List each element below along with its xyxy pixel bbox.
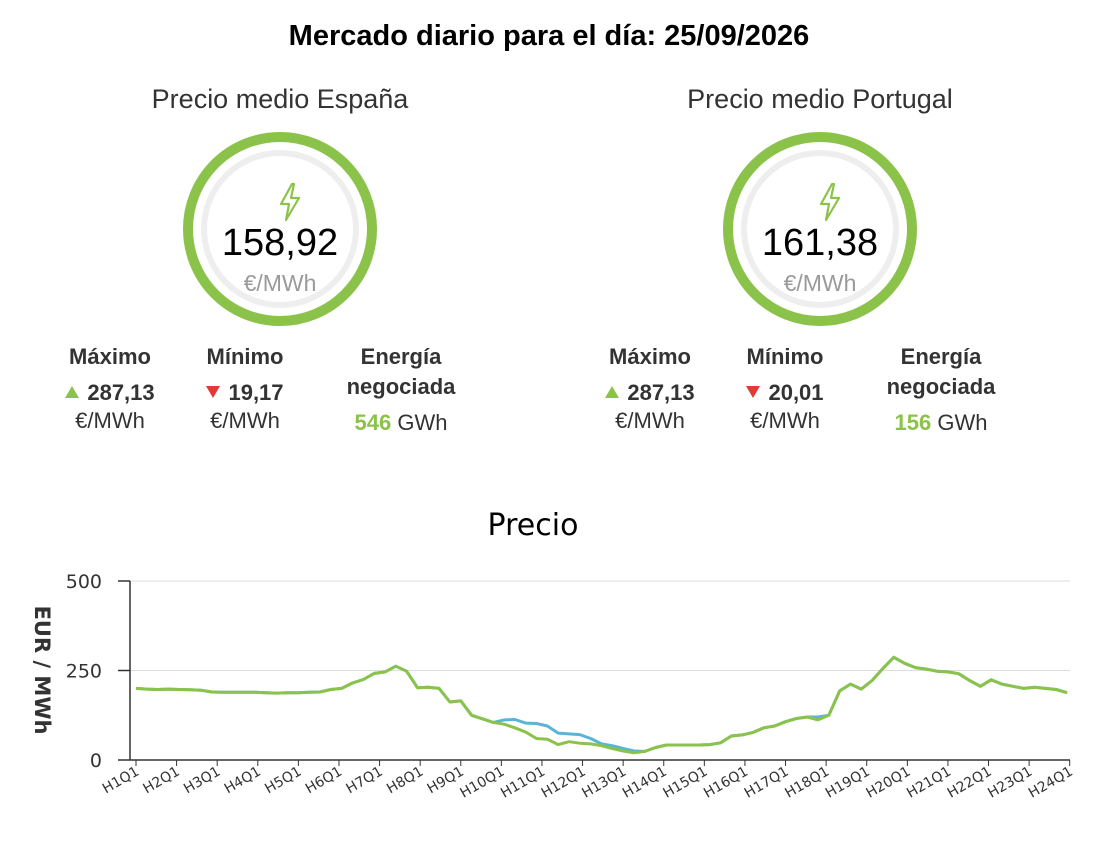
portugal-min-stat: Mínimo 20,01 €/MWh — [725, 342, 845, 434]
x-tick-label: H3Q1 — [181, 764, 223, 798]
y-axis-label: EUR / MWh — [30, 606, 54, 735]
spain-max-value: 287,13 — [87, 380, 155, 405]
x-tick-label: H16Q1 — [701, 764, 751, 802]
spain-price-gauge: 158,92 €/MWh — [183, 132, 377, 326]
x-tick-label: H4Q1 — [222, 764, 264, 798]
x-tick-label: H12Q1 — [539, 764, 589, 802]
min-unit: €/MWh — [210, 408, 280, 433]
portugal-panel-title: Precio medio Portugal — [687, 84, 953, 114]
spain-panel-title: Precio medio España — [151, 84, 409, 114]
portugal-price-unit: €/MWh — [783, 270, 857, 296]
chart-title: Precio — [487, 508, 579, 543]
min-unit: €/MWh — [750, 408, 820, 433]
x-tick-label: H18Q1 — [782, 764, 832, 802]
spain-energy-stat: Energía negociada 546 GWh — [316, 342, 486, 436]
x-tick-label: H6Q1 — [303, 764, 345, 798]
gauge-inner-ring — [201, 150, 359, 308]
x-tick-label: H5Q1 — [262, 764, 304, 798]
down-arrow-icon — [746, 386, 761, 398]
max-unit: €/MWh — [75, 408, 145, 433]
x-tick-label: H15Q1 — [661, 764, 711, 802]
x-tick-label: H24Q1 — [1026, 764, 1076, 802]
x-tick-label: H8Q1 — [384, 764, 426, 798]
min-label: Mínimo — [206, 344, 284, 369]
spain-min-value: 19,17 — [228, 380, 284, 405]
x-tick-label: H10Q1 — [458, 764, 508, 802]
portugal-max-value: 287,13 — [627, 380, 695, 405]
portugal-energy-stat: Energía negociada 156 GWh — [856, 342, 1026, 436]
max-label: Máximo — [69, 344, 151, 369]
portugal-price-gauge: 161,38 €/MWh — [723, 132, 917, 326]
portugal-max-stat: Máximo 287,13 €/MWh — [590, 342, 710, 434]
series-line — [135, 655, 1068, 753]
lightning-icon — [819, 182, 841, 222]
energy-label: Energía negociada — [886, 344, 996, 399]
price-line-chart: 0 250 500 EUR / MWh H1Q1H2Q1H3Q1H4Q1H5Q1H6Q1… — [30, 571, 1076, 802]
portugal-energy-value: 156 — [894, 410, 932, 435]
max-unit: €/MWh — [615, 408, 685, 433]
spain-average-price: 158,92 — [221, 222, 339, 264]
spain-price-unit: €/MWh — [243, 270, 317, 296]
y-tick-label: 500 — [66, 571, 102, 593]
portugal-min-value: 20,01 — [768, 380, 824, 405]
x-tick-label: H13Q1 — [579, 764, 629, 802]
x-tick-label: H11Q1 — [498, 764, 548, 802]
lightning-icon — [279, 182, 301, 222]
energy-label: Energía negociada — [346, 344, 456, 399]
x-tick-label: H22Q1 — [945, 764, 995, 802]
gauge-inner-ring — [741, 150, 899, 308]
y-tick-label: 0 — [90, 750, 102, 772]
down-arrow-icon — [206, 386, 221, 398]
page-title: Mercado diario para el día: 25/09/2026 — [288, 20, 810, 52]
x-tick-label: H21Q1 — [904, 764, 954, 802]
up-arrow-icon — [65, 386, 80, 398]
x-tick-label: H2Q1 — [140, 764, 182, 798]
x-tick-label: H23Q1 — [985, 764, 1035, 802]
series-line — [135, 655, 1068, 755]
y-tick-label: 250 — [66, 661, 102, 683]
spain-min-stat: Mínimo 19,17 €/MWh — [185, 342, 305, 434]
up-arrow-icon — [605, 386, 620, 398]
x-tick-label: H20Q1 — [864, 764, 914, 802]
energy-unit: GWh — [397, 410, 448, 435]
x-tick-label: H1Q1 — [100, 764, 142, 798]
portugal-average-price: 161,38 — [761, 222, 879, 264]
energy-unit: GWh — [937, 410, 988, 435]
max-label: Máximo — [609, 344, 691, 369]
spain-energy-value: 546 — [354, 410, 392, 435]
x-tick-label: H19Q1 — [823, 764, 873, 802]
x-tick-label: H14Q1 — [620, 764, 670, 802]
min-label: Mínimo — [746, 344, 824, 369]
x-tick-label: H7Q1 — [343, 764, 385, 798]
spain-max-stat: Máximo 287,13 €/MWh — [50, 342, 170, 434]
x-tick-label: H17Q1 — [742, 764, 792, 802]
